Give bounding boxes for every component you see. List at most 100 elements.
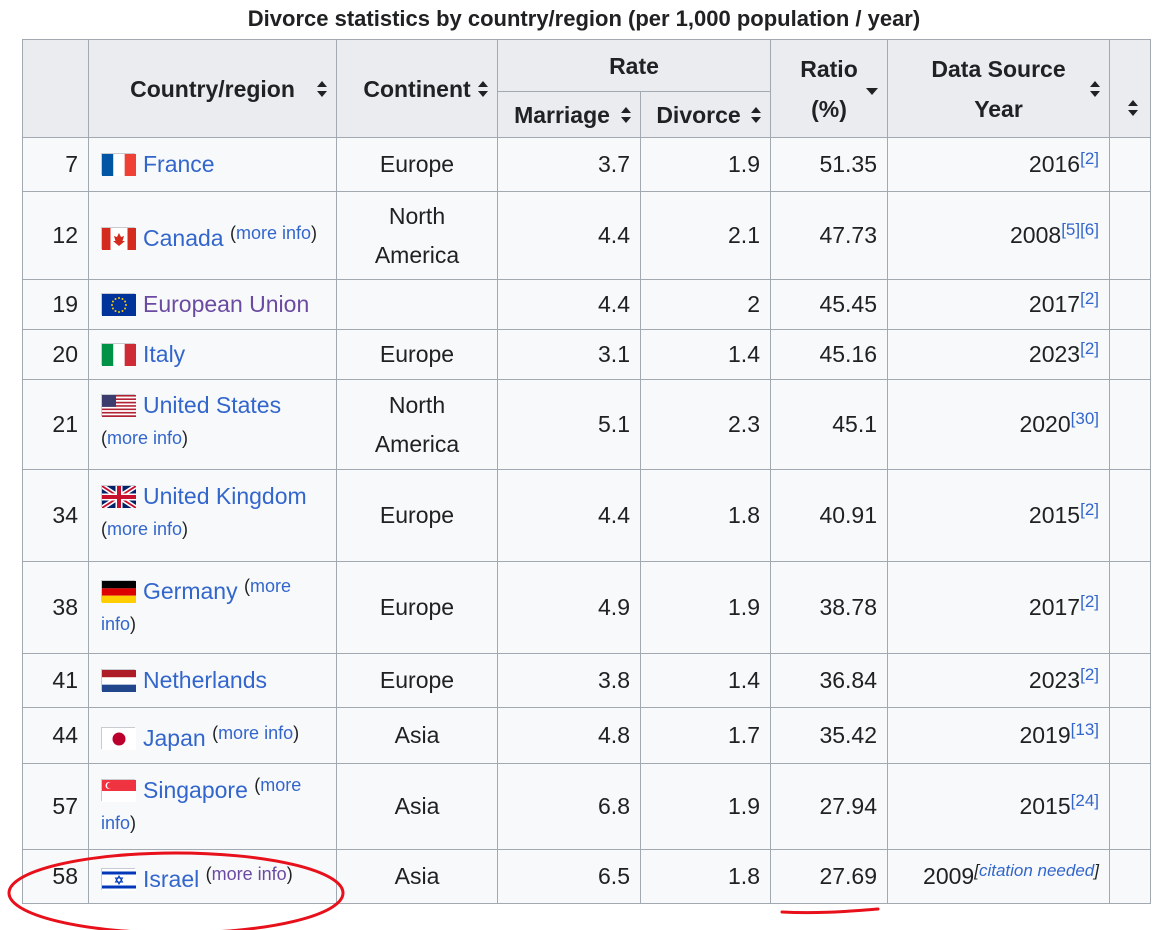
more-info-link[interactable]: (more info) — [212, 722, 300, 743]
country-link[interactable]: United Kingdom — [143, 483, 307, 509]
country-link[interactable]: Israel — [143, 865, 200, 892]
sort-icon[interactable] — [1128, 99, 1138, 116]
rank-cell: 21 — [22, 379, 89, 470]
japan-flag-icon — [101, 726, 136, 750]
ratio-cell: 35.42 — [770, 707, 888, 764]
sort-icon[interactable] — [1090, 80, 1100, 97]
continent-header[interactable]: Continent — [336, 39, 498, 138]
marriage-cell: 3.8 — [497, 653, 641, 708]
reference-link[interactable]: [2] — [1080, 339, 1099, 358]
country-link[interactable]: Italy — [143, 341, 186, 367]
sort-icon[interactable] — [478, 80, 488, 97]
more-info-link[interactable]: (more info) — [101, 519, 189, 539]
country-header-label: Country/region — [130, 75, 295, 102]
source-year-cell: 2023[2] — [887, 329, 1110, 380]
reference-link[interactable]: [2] — [1080, 289, 1099, 308]
rank-cell: 20 — [22, 329, 89, 380]
country-cell: United Kingdom (more info) — [88, 469, 337, 562]
reference-link[interactable]: [13] — [1070, 720, 1099, 739]
sort-icon[interactable] — [751, 106, 761, 123]
rank-value: 57 — [52, 793, 78, 819]
rank-cell: 12 — [22, 191, 89, 280]
divorce-cell: 1.9 — [640, 763, 771, 850]
more-info-anchor[interactable]: more info — [107, 519, 183, 539]
more-info-link[interactable]: (more info) — [101, 774, 302, 833]
country-cell: France — [88, 137, 337, 192]
extra-cell — [1109, 469, 1151, 562]
reference-link[interactable]: [30] — [1070, 409, 1099, 428]
source-year-cell: 2023[2] — [887, 653, 1110, 708]
reference-link[interactable]: [2] — [1080, 592, 1099, 611]
source-year-header[interactable]: Data Source Year — [887, 39, 1110, 138]
rank-value: 58 — [52, 863, 78, 889]
year-value: 2016 — [1028, 151, 1081, 177]
more-info-link[interactable]: (more info) — [101, 428, 189, 448]
more-info-link[interactable]: (more info) — [205, 863, 293, 884]
divorce-header[interactable]: Divorce — [640, 91, 771, 138]
more-info-anchor[interactable]: more info — [101, 575, 291, 634]
marriage-cell: 4.4 — [497, 191, 641, 280]
ratio-cell: 45.1 — [770, 379, 888, 470]
ratio-value: 35.42 — [819, 722, 877, 748]
year-value: 2023 — [1028, 341, 1081, 367]
marriage-value: 4.4 — [598, 291, 630, 317]
sort-descending-icon[interactable] — [866, 88, 878, 95]
divorce-cell: 1.4 — [640, 653, 771, 708]
ratio-cell: 27.69 — [770, 849, 888, 904]
more-info-anchor[interactable]: more info — [101, 774, 302, 833]
year-value: 2015 — [1019, 793, 1071, 819]
more-info-anchor[interactable]: more info — [235, 222, 312, 243]
ratio-value: 47.73 — [819, 222, 877, 248]
ratio-value: 51.35 — [819, 151, 877, 177]
ratio-value: 45.1 — [832, 411, 877, 437]
more-info-anchor[interactable]: more info — [211, 863, 287, 884]
reference-link[interactable]: [2] — [1080, 500, 1099, 519]
more-info-anchor[interactable]: more info — [107, 428, 183, 448]
country-link[interactable]: Japan — [143, 724, 206, 751]
country-header[interactable]: Country/region — [88, 39, 337, 138]
country-cell: Israel (more info) — [88, 849, 337, 904]
singapore-flag-icon — [101, 778, 136, 802]
ratio-header[interactable]: Ratio (%) — [770, 39, 888, 138]
marriage-value: 6.8 — [598, 793, 630, 819]
country-cell: European Union — [88, 279, 337, 330]
reference-link[interactable]: [2] — [1080, 665, 1099, 684]
marriage-cell: 3.7 — [497, 137, 641, 192]
country-link[interactable]: United States — [143, 392, 282, 418]
table-row: 21 United States (more info) North America… — [22, 379, 1151, 470]
more-info-anchor[interactable]: more info — [218, 722, 294, 743]
sort-icon[interactable] — [317, 80, 327, 97]
rank-header[interactable] — [22, 39, 89, 138]
divorce-value: 1.4 — [728, 341, 760, 367]
marriage-cell: 6.8 — [497, 763, 641, 850]
source-year-cell: 2009[citation needed] — [887, 849, 1110, 904]
divorce-value: 1.9 — [728, 151, 760, 177]
marriage-value: 4.8 — [598, 722, 630, 748]
sort-icon[interactable] — [621, 106, 631, 123]
country-link[interactable]: Singapore — [143, 776, 248, 803]
rank-value: 19 — [52, 291, 78, 317]
citation-needed-link[interactable]: citation needed — [978, 861, 1095, 880]
year-value: 2023 — [1028, 667, 1081, 693]
reference-link[interactable]: [2] — [1080, 149, 1099, 168]
source-year-cell: 2019[13] — [887, 707, 1110, 764]
ratio-cell: 27.94 — [770, 763, 888, 850]
israel-flag-icon — [101, 867, 136, 891]
divorce-value: 2.3 — [728, 411, 760, 437]
country-link[interactable]: Netherlands — [143, 667, 268, 693]
country-link[interactable]: European Union — [143, 291, 310, 317]
continent-cell: Europe — [336, 653, 498, 708]
usa-flag-icon — [101, 394, 136, 417]
country-link[interactable]: France — [143, 151, 215, 177]
reference-link[interactable]: [24] — [1070, 791, 1099, 810]
reference-link[interactable]: [5][6] — [1061, 220, 1099, 239]
continent-cell: Europe — [336, 329, 498, 380]
more-info-link[interactable]: (more info) — [101, 575, 291, 634]
rank-cell: 41 — [22, 653, 89, 708]
country-link[interactable]: Germany — [143, 577, 238, 604]
ratio-value: 36.84 — [819, 667, 877, 693]
extra-header[interactable] — [1109, 39, 1151, 138]
more-info-link[interactable]: (more info) — [229, 222, 318, 243]
country-link[interactable]: Canada — [143, 224, 224, 251]
marriage-header[interactable]: Marriage — [497, 91, 641, 138]
